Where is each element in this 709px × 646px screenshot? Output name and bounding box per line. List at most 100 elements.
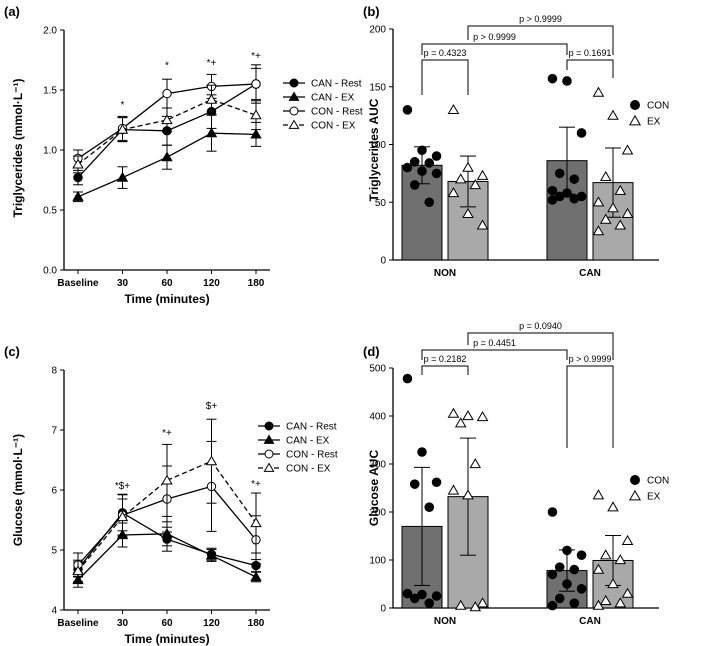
panel-b-individual-point [592,196,605,207]
panel-b-comparison-bracket [467,25,614,55]
panel-d-x-tick-label: NON [434,616,456,627]
panel-c-series-line [77,460,257,572]
panel-d-individual-point [547,569,558,580]
panel-b-p-value: p = 0.1691 [569,48,612,58]
panel-c-y-tick-label: 8 [51,366,57,377]
panel-b-y-tick-label: 50 [375,198,387,209]
panel-d-individual-point [402,373,413,384]
panel-d-individual-point [409,479,420,489]
panel-c-significance-mark: *+ [162,428,172,439]
panel-b-individual-point [547,185,558,196]
panel-b-individual-point [431,168,442,179]
panel-c-legend-marker [264,421,274,431]
panel-d-y-tick-label: 500 [369,364,386,375]
panel-b-legend-label: CON [647,101,669,112]
panel-d-x-tick-label: CAN [579,616,601,627]
panel-d-individual-point [599,594,612,605]
panel-d-individual-point [554,562,565,573]
panel-d-individual-point [447,407,460,418]
panel-d-individual-point [621,587,634,598]
panel-d-individual-point [409,593,420,604]
panel-d-y-tick-label: 200 [369,508,386,519]
panel-d-y-tick-label: 300 [369,460,386,471]
panel-a-significance-mark: * [121,100,125,111]
panel-a-x-tick-label: 180 [248,278,265,289]
panel-b-y-tick-label: 200 [369,25,386,36]
panel-a-x-tick-label: 120 [203,278,220,289]
panel-c: (c) Glucose (mmol·L⁻¹) Time (minutes) 4 5… [4,344,338,646]
panel-d-individual-point [476,597,489,608]
panel-d-individual-point [569,564,580,575]
panel-d-individual-point [607,501,619,512]
panel-d-p-value: p = 0.4451 [473,338,516,348]
panel-d-ylabel: Glucose AUC [367,450,381,527]
panel-b-individual-point [469,179,482,190]
panel-d-individual-point [469,601,482,612]
panel-a-data-point [205,93,218,104]
panel-a-data-point [161,114,173,125]
panel-b-individual-point [547,195,558,205]
panel-a-y-tick-label: 0.0 [43,266,57,277]
panel-d-p-value: p > 0.9999 [569,354,612,364]
panel-b-x-tick-label: CAN [579,268,601,279]
panel-d-individual-point [547,600,558,611]
panel-b-individual-point [614,184,627,195]
panel-a-data-point [116,171,129,182]
panel-b-individual-point [454,173,467,184]
panel-c-x-tick-label: Baseline [57,618,99,629]
panel-b-legend-label: EX [647,117,661,128]
panel-c-x-tick-label: 120 [203,618,220,629]
panel-b-plot: 0 50 100 150 200 NON CAN p = 0.4323 p = 0.1691 p … [369,14,669,279]
panel-d-individual-point [599,549,612,560]
panel-d-comparison-bracket [467,332,614,360]
panel-c-ylabel: Glucose (mmol·L⁻¹) [11,434,25,546]
panel-a-data-point [116,123,129,134]
panel-d-individual-point [607,578,619,589]
panel-d-individual-point [431,591,442,601]
panel-d-individual-point [576,550,587,561]
panel-d-comparison-bracket [421,365,469,375]
panel-c-significance-mark: *$+ [115,481,130,492]
panel-a-legend-marker [289,78,299,88]
panel-c-series [72,418,262,583]
panel-a-data-point [205,127,218,138]
panel-b-individual-point [409,157,420,167]
panel-b-individual-point [462,161,474,172]
panel-c-x-tick-label: 30 [117,618,129,629]
panel-d-legend-marker [630,475,640,485]
panel-c-x-tick-label: 60 [161,618,173,629]
panel-b-individual-point [402,105,413,115]
panel-c-y-tick-label: 5 [51,546,57,557]
panel-b-y-tick-label: 150 [369,82,386,93]
panel-a-data-point [161,151,173,162]
panel-d-legend-label: CON [647,476,669,487]
panel-c-significance-mark: $+ [206,401,218,412]
panel-c-data-point [205,549,218,560]
panel-d-plot: 0 100 200 300 400 500 NON CAN p = 0.2182 p > 0.99… [369,321,669,627]
panel-c-legend-marker [263,434,275,444]
panel-c-legend-marker [264,449,274,459]
panel-d-individual-point [462,410,474,421]
panel-b-x-tick-label: NON [434,268,456,279]
panel-d-individual-point [476,411,489,422]
panel-b-legend-marker [628,114,642,126]
panel-b-y-tick-label: 0 [380,256,386,267]
panel-c-y-tick-label: 6 [51,486,57,497]
panel-a-data-point [72,158,84,169]
panel-d-individual-point [424,502,435,513]
panel-d-individual-point [614,597,627,608]
panel-c-xlabel: Time (minutes) [124,632,209,646]
panel-a-data-point [72,191,84,201]
panel-b-individual-point [476,169,489,180]
panel-d-individual-point [576,584,587,594]
panel-d-individual-point [614,554,627,565]
panel-b-individual-point [569,174,580,184]
panel-d-individual-point [462,489,474,500]
panel-a-y-tick-label: 1.0 [43,146,57,157]
panel-d-individual-point [424,598,435,609]
panel-d-individual-point [469,458,482,469]
panel-a-x-tick-label: 30 [117,278,129,289]
panel-d-individual-point [562,545,572,556]
panel-a-significance-mark: * [165,60,169,71]
